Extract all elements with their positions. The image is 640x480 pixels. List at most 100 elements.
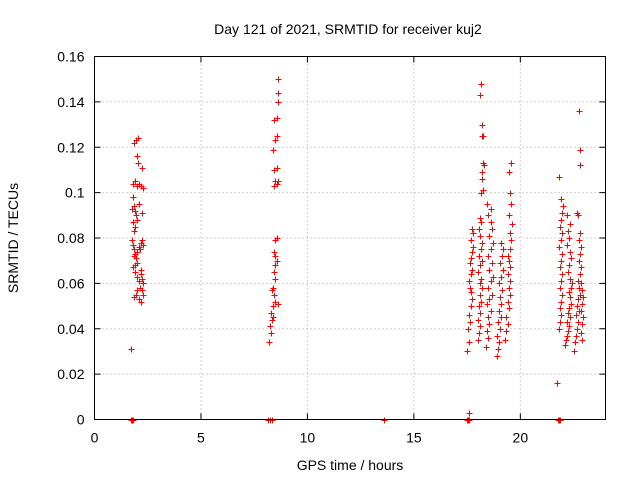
data-point	[132, 178, 139, 185]
data-point	[498, 240, 505, 247]
data-point	[562, 342, 569, 349]
data-point	[485, 285, 492, 292]
data-point	[496, 280, 503, 287]
data-point	[479, 176, 486, 183]
data-point	[130, 219, 137, 226]
data-point	[133, 212, 140, 219]
data-point	[560, 203, 567, 210]
data-point	[470, 244, 477, 251]
data-point	[478, 219, 485, 226]
data-point	[557, 264, 564, 271]
data-point	[138, 299, 145, 306]
data-point	[271, 249, 278, 256]
data-point	[484, 301, 491, 308]
data-point	[557, 224, 564, 231]
data-point	[477, 92, 484, 99]
data-point	[478, 299, 485, 306]
data-point	[571, 348, 578, 355]
data-point	[498, 301, 505, 308]
chart-title: Day 121 of 2021, SRMTID for receiver kuj…	[214, 21, 482, 37]
data-point	[488, 308, 495, 315]
data-point	[576, 237, 583, 244]
data-point	[557, 417, 564, 424]
data-point	[578, 330, 585, 337]
data-point	[507, 278, 514, 285]
data-point	[477, 233, 484, 240]
data-point	[507, 230, 514, 237]
data-point	[130, 417, 137, 424]
data-point	[477, 215, 484, 222]
data-point	[468, 237, 475, 244]
data-point	[486, 233, 493, 240]
data-point	[484, 201, 491, 208]
data-point	[469, 249, 476, 256]
data-point	[468, 289, 475, 296]
data-point	[507, 264, 514, 271]
data-point	[578, 264, 585, 271]
data-point	[567, 314, 574, 321]
data-point	[496, 339, 503, 346]
data-point	[558, 258, 565, 265]
x-tick-label: 5	[197, 430, 205, 446]
data-point	[267, 323, 274, 330]
data-point	[559, 271, 566, 278]
data-point	[486, 267, 493, 274]
data-point	[506, 285, 513, 292]
data-point	[466, 410, 473, 417]
axis-ticks	[94, 56, 606, 420]
data-point	[567, 249, 574, 256]
data-point	[479, 258, 486, 265]
data-point	[576, 108, 583, 115]
data-point	[134, 260, 141, 267]
y-tick-label: 0.14	[57, 94, 84, 110]
data-point	[580, 294, 587, 301]
data-point	[272, 137, 279, 144]
data-point	[134, 153, 141, 160]
data-point	[477, 323, 484, 330]
data-point	[508, 237, 515, 244]
data-point	[565, 269, 572, 276]
data-point	[269, 317, 276, 324]
data-point	[477, 310, 484, 317]
y-tick-label: 0.16	[57, 49, 84, 65]
data-point	[580, 314, 587, 321]
data-point	[467, 260, 474, 267]
data-point	[489, 292, 496, 299]
data-point	[274, 235, 281, 242]
data-point	[483, 344, 490, 351]
data-point	[497, 294, 504, 301]
data-point	[269, 417, 276, 424]
data-point	[270, 147, 277, 154]
data-point	[275, 178, 282, 185]
data-point	[467, 319, 474, 326]
data-point	[568, 255, 575, 262]
data-point	[574, 210, 581, 217]
y-tick-label: 0.04	[57, 321, 84, 337]
data-point	[559, 292, 566, 299]
data-point	[489, 226, 496, 233]
data-point	[468, 303, 475, 310]
data-point	[579, 337, 586, 344]
data-point	[496, 308, 503, 315]
data-point	[272, 253, 279, 260]
data-point	[557, 305, 564, 312]
data-point	[139, 210, 146, 217]
data-point	[499, 287, 506, 294]
data-point	[568, 285, 575, 292]
data-point	[558, 196, 565, 203]
data-point	[488, 219, 495, 226]
data-point	[271, 292, 278, 299]
data-point	[468, 255, 475, 262]
data-point	[270, 314, 277, 321]
data-point	[506, 258, 513, 265]
data-point	[505, 253, 512, 260]
data-point	[500, 246, 507, 253]
data-point	[574, 326, 581, 333]
data-point	[566, 289, 573, 296]
data-point	[139, 276, 146, 283]
data-point	[500, 267, 507, 274]
data-point	[567, 221, 574, 228]
data-point	[485, 253, 492, 260]
data-point	[579, 301, 586, 308]
data-point	[140, 242, 147, 249]
